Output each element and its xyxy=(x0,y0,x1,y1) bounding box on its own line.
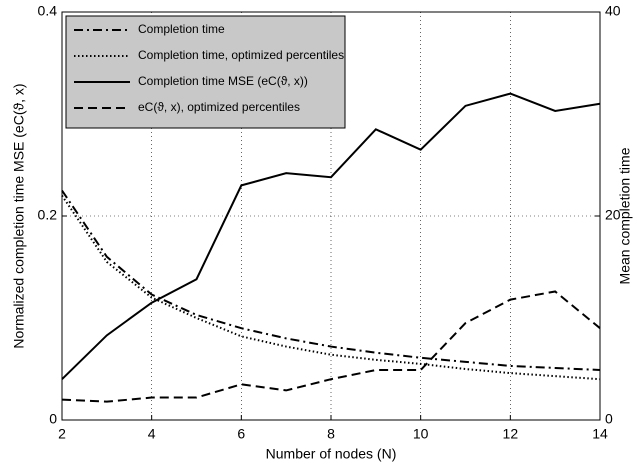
x-tick-label: 12 xyxy=(503,426,519,442)
series-line xyxy=(61,92,601,380)
legend-label: Completion time, optimized percentiles xyxy=(138,48,344,62)
x-tick-label: 14 xyxy=(592,426,608,442)
x-tick-label: 2 xyxy=(58,426,66,442)
x-axis-label: Number of nodes (N) xyxy=(266,446,397,462)
y2-tick-label: 20 xyxy=(605,207,621,223)
legend: Completion time Completion time, optimize… xyxy=(65,15,346,129)
legend-label: eC(ϑ, x), optimized percentiles xyxy=(138,100,300,114)
y-axis-label: Normalized completion time MSE (eC(ϑ, x) xyxy=(11,83,27,348)
series-line xyxy=(61,189,601,372)
y2-tick-label: 40 xyxy=(605,3,621,19)
x-tick-label: 4 xyxy=(148,426,156,442)
y2-tick-label: 0 xyxy=(605,411,613,427)
y-tick-label: 0.4 xyxy=(38,3,58,19)
legend-label: Completion time xyxy=(138,22,225,36)
legend-box xyxy=(65,15,346,129)
y2-axis-label: Mean completion time xyxy=(617,147,633,284)
plot-frame xyxy=(61,11,601,421)
series-line xyxy=(61,290,601,403)
x-tick-label: 8 xyxy=(327,426,335,442)
y-tick-label: 0.2 xyxy=(38,207,58,223)
legend-label: Completion time MSE (eC(ϑ, x)) xyxy=(138,74,308,88)
y-tick-label: 0 xyxy=(49,411,57,427)
x-tick-label: 10 xyxy=(413,426,429,442)
series-line xyxy=(61,195,601,381)
x-tick-label: 6 xyxy=(237,426,245,442)
